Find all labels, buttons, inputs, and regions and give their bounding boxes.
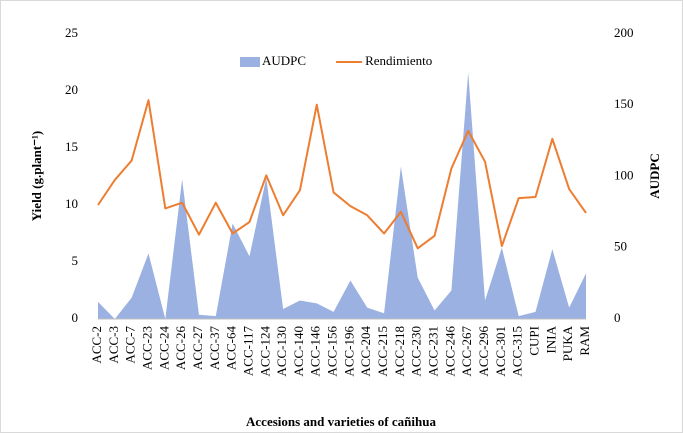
y-tick-label: 10 xyxy=(65,196,78,211)
x-tick-label: ACC-124 xyxy=(257,326,272,377)
x-tick-label: ACC-230 xyxy=(409,326,424,377)
x-tick-label: ACC-64 xyxy=(224,326,239,371)
x-tick-label: ACC-156 xyxy=(325,326,340,377)
x-tick-label: RAM xyxy=(577,326,592,356)
x-tick-label: INIA xyxy=(543,325,558,353)
y-axis-label: Yield (g.plant⁻¹) xyxy=(29,131,44,221)
y2-tick-label: 0 xyxy=(614,310,621,325)
x-tick-label: ACC-246 xyxy=(442,326,457,377)
y2-axis-label: AUDPC xyxy=(647,153,662,199)
x-tick-label: ACC-231 xyxy=(426,326,441,377)
y-tick-label: 25 xyxy=(65,25,78,40)
x-tick-label: ACC-204 xyxy=(358,326,373,377)
x-tick-label: ACC-296 xyxy=(476,326,491,377)
line xyxy=(97,99,587,250)
legend-swatch xyxy=(240,57,260,67)
x-tick-label: ACC-117 xyxy=(240,326,255,377)
x-tick-label: CUPI xyxy=(527,326,542,356)
x-tick-label: ACC-23 xyxy=(139,326,154,370)
area xyxy=(98,72,586,319)
x-tick-label: ACC-27 xyxy=(190,326,205,371)
x-tick-label: ACC-146 xyxy=(308,326,323,377)
y-tick-label: 5 xyxy=(72,253,79,268)
y-tick-label: 0 xyxy=(72,310,79,325)
x-tick-label: ACC-218 xyxy=(392,326,407,377)
y2-tick-label: 50 xyxy=(614,239,627,254)
x-tick-label: ACC-130 xyxy=(274,326,289,377)
x-tick-label: ACC-315 xyxy=(510,326,525,377)
x-tick-label: ACC-26 xyxy=(173,326,188,371)
x-tick-label: ACC-37 xyxy=(207,326,222,371)
x-tick-label: ACC-24 xyxy=(156,326,171,371)
x-tick-label: ACC-301 xyxy=(493,326,508,377)
x-tick-label: ACC-7 xyxy=(123,326,138,364)
x-tick-label: PUKA xyxy=(560,325,575,361)
y2-tick-label: 100 xyxy=(614,167,634,182)
y-tick-label: 15 xyxy=(65,139,78,154)
x-tick-label: ACC-196 xyxy=(341,326,356,377)
x-tick-label: ACC-215 xyxy=(375,326,390,377)
legend-label: Rendimiento xyxy=(365,53,432,68)
x-tick-label: ACC-267 xyxy=(459,326,474,377)
y2-tick-label: 150 xyxy=(614,96,634,111)
y2-tick-label: 200 xyxy=(614,25,634,40)
legend-label: AUDPC xyxy=(262,53,306,68)
x-tick-label: ACC-3 xyxy=(106,326,121,364)
x-tick-label: ACC-2 xyxy=(89,326,104,364)
x-axis-label: Accesions and varieties of cañihua xyxy=(246,414,436,429)
y-tick-label: 20 xyxy=(65,82,78,97)
x-tick-label: ACC-140 xyxy=(291,326,306,377)
